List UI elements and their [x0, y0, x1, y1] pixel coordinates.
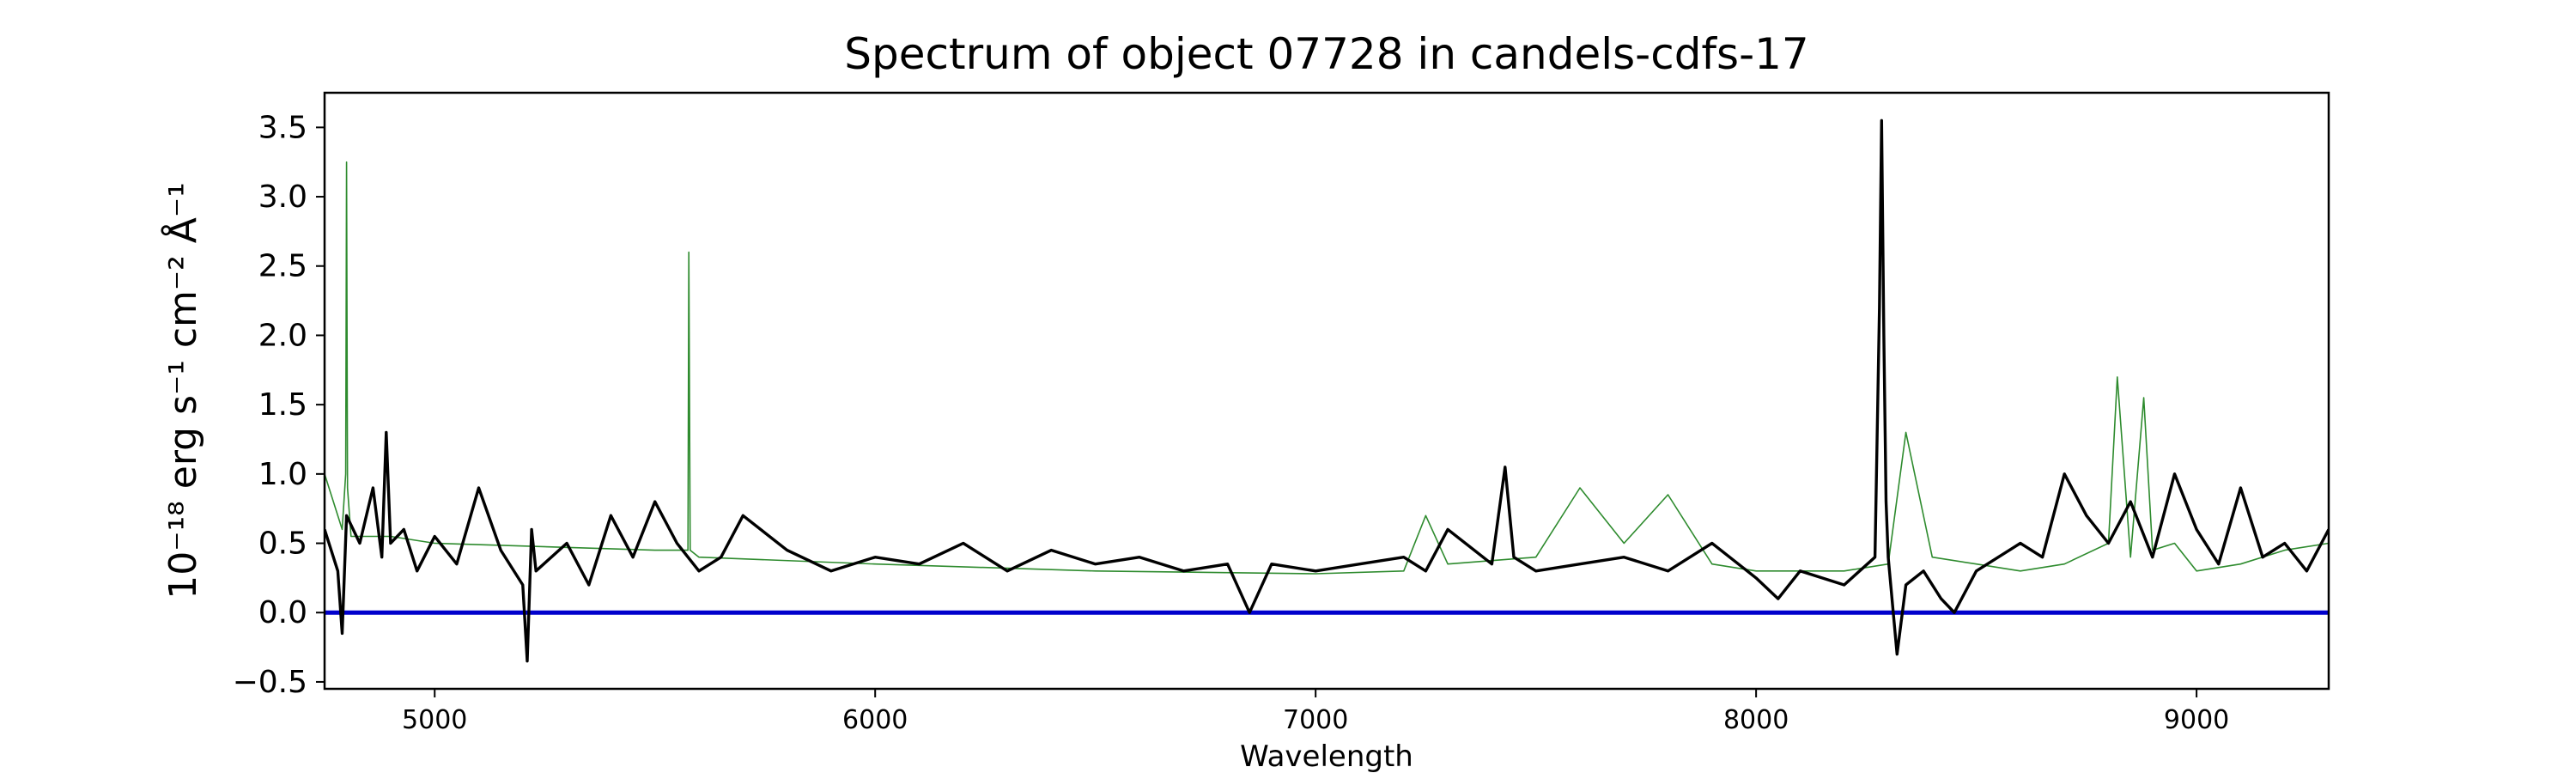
x-tick-label: 9000 [2164, 705, 2229, 735]
y-tick-label: 1.5 [258, 387, 307, 423]
x-axis: 5000 6000 7000 8000 9000 [402, 689, 2229, 735]
y-axis: −0.5 0.0 0.5 1.0 1.5 2.0 2.5 3.0 3.5 [233, 110, 325, 700]
x-tick-label: 7000 [1283, 705, 1348, 735]
y-tick-label: 2.5 [258, 249, 307, 284]
chart-title: Spectrum of object 07728 in candels-cdfs… [844, 29, 1809, 79]
object-spectrum-line [325, 119, 2329, 663]
x-axis-label: Wavelength [1240, 740, 1413, 773]
y-tick-label: 3.0 [258, 180, 307, 215]
y-tick-label: 0.0 [258, 595, 307, 630]
plot-area [323, 91, 2330, 691]
y-tick-label: 3.5 [258, 110, 307, 145]
x-tick-label: 8000 [1723, 705, 1789, 735]
x-tick-label: 6000 [842, 705, 908, 735]
data-lines [325, 119, 2329, 663]
sky-spectrum-line [325, 161, 2329, 575]
plot-frame [323, 91, 2330, 691]
y-tick-label: −0.5 [233, 665, 307, 700]
y-axis-label: 10⁻¹⁸ erg s⁻¹ cm⁻² Å⁻¹ [160, 182, 205, 599]
y-tick-label: 0.5 [258, 526, 307, 562]
y-tick-label: 1.0 [258, 457, 307, 492]
y-tick-label: 2.0 [258, 318, 307, 353]
x-tick-label: 5000 [402, 705, 467, 735]
